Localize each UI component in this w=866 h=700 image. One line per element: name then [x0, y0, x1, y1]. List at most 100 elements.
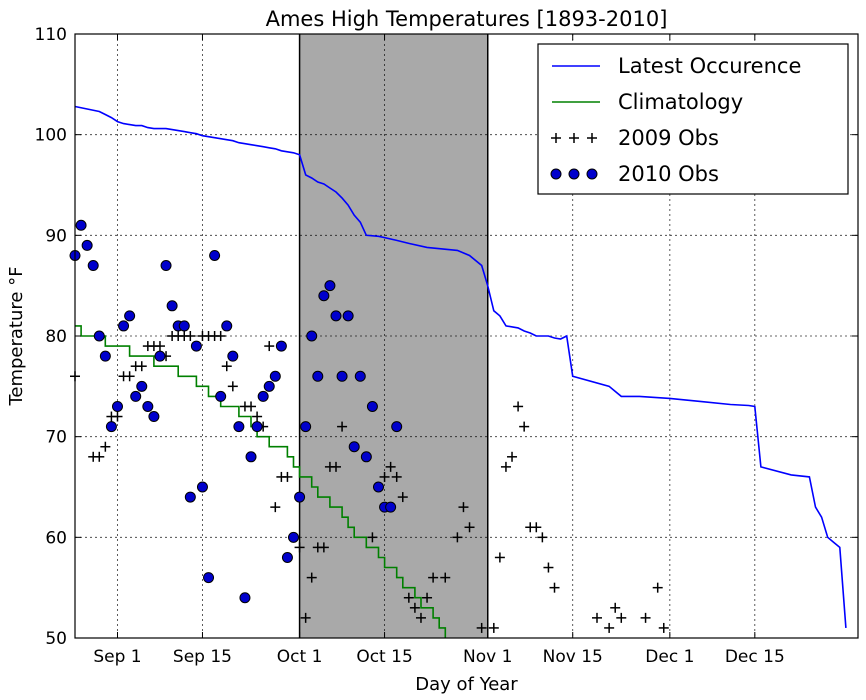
obs-2010-point	[154, 350, 166, 362]
obs-2010-point	[190, 340, 202, 352]
legend-entry: Climatology	[552, 90, 743, 114]
obs-2010-point	[148, 411, 160, 423]
obs-2010-point	[342, 310, 354, 322]
x-tick-label: Sep 1	[93, 647, 141, 667]
y-tick-label: 70	[45, 428, 67, 448]
obs-2009-point	[464, 522, 475, 533]
obs-2010-point	[281, 551, 293, 563]
obs-2009-point	[500, 461, 511, 472]
obs-2009-point	[270, 502, 281, 513]
legend-entry: Latest Occurence	[552, 54, 801, 78]
obs-2010-point	[354, 370, 366, 382]
obs-2009-point	[513, 401, 524, 412]
obs-2009-point	[282, 471, 293, 482]
obs-2010-point	[360, 451, 372, 463]
obs-2010-point	[118, 320, 130, 332]
obs-2009-point	[549, 582, 560, 593]
x-tick-label: Dec 15	[725, 647, 785, 667]
obs-2010-point	[166, 300, 178, 312]
obs-2010-point	[300, 421, 312, 433]
obs-2010-point	[324, 280, 336, 292]
obs-2009-point	[519, 421, 530, 432]
y-tick-label: 80	[45, 327, 67, 347]
obs-2009-point	[252, 411, 263, 422]
obs-2010-point	[142, 400, 154, 412]
obs-2010-point	[196, 481, 208, 493]
obs-2010-point	[87, 260, 99, 272]
obs-2010-point	[124, 310, 136, 322]
x-axis-label: Day of Year	[415, 674, 518, 695]
obs-2009-point	[246, 401, 257, 412]
obs-2010-point	[306, 330, 318, 342]
obs-2009-point	[331, 461, 341, 472]
obs-2009-point	[409, 602, 420, 613]
obs-2010-point	[81, 239, 93, 251]
obs-2010-point	[312, 370, 324, 382]
obs-2010-point	[251, 421, 263, 433]
obs-2010-point	[318, 290, 330, 302]
obs-2009-point	[531, 522, 542, 533]
obs-2010-point	[184, 491, 196, 503]
obs-2010-point	[111, 400, 123, 412]
obs-2009-point	[385, 461, 396, 472]
obs-2009-point	[415, 612, 426, 623]
obs-2009-point	[154, 341, 165, 352]
obs-2010-point	[239, 592, 251, 604]
obs-2010-point	[178, 320, 190, 332]
obs-2009-point	[507, 451, 518, 462]
obs-2010-point	[93, 330, 105, 342]
obs-2010-point	[221, 320, 233, 332]
obs-2009-point	[488, 622, 499, 633]
y-tick-label: 110	[35, 25, 67, 45]
legend-circle-marker	[586, 168, 598, 180]
obs-2010-point	[385, 501, 397, 513]
obs-2010-point	[288, 531, 300, 543]
obs-2009-point	[379, 471, 390, 482]
obs-2010-point	[263, 380, 275, 392]
obs-2009-point	[452, 532, 463, 543]
obs-2010-point	[203, 572, 215, 584]
legend-entry: 2009 Obs	[551, 126, 719, 150]
x-tick-label: Dec 1	[645, 647, 694, 667]
obs-2009-point	[100, 441, 111, 452]
legend-circle-marker	[550, 168, 562, 180]
obs-2010-point	[75, 219, 87, 231]
obs-2010-point	[336, 370, 348, 382]
obs-2010-point	[269, 370, 281, 382]
obs-2009-point	[264, 341, 275, 352]
axis-layer: 50 60 70 80 90 100 110 Sep 1 Sep 15 Oct 1 Oct 15 No…	[35, 25, 858, 667]
obs-2009-point	[124, 371, 135, 382]
y-tick-label: 60	[45, 528, 67, 548]
obs-2009-point	[537, 532, 548, 543]
obs-2010-point	[233, 421, 245, 433]
series-layer	[69, 105, 847, 638]
x-tick-label: Nov 1	[463, 647, 512, 667]
y-tick-label: 50	[45, 629, 67, 649]
obs-2010-point	[348, 441, 360, 453]
y-axis-label: Temperature °F	[6, 266, 27, 406]
x-tick-label: Oct 1	[277, 647, 323, 667]
legend-label: 2009 Obs	[618, 126, 719, 150]
obs-2009-point	[294, 542, 305, 553]
obs-2010-point	[294, 491, 306, 503]
obs-2010-point	[227, 350, 239, 362]
obs-2009-point	[318, 542, 329, 553]
obs-2010-point	[105, 421, 117, 433]
x-tick-label: Sep 15	[173, 647, 232, 667]
obs-2009-point	[112, 411, 123, 422]
legend-entry: 2010 Obs	[550, 162, 719, 186]
obs-2010-point	[209, 249, 221, 261]
legend: Latest Occurence Climatology 2009 Obs 2010 …	[537, 43, 849, 195]
legend-label: Climatology	[618, 90, 743, 114]
obs-2010-point	[99, 350, 111, 362]
obs-2009-point	[215, 331, 226, 341]
obs-2010-point	[245, 451, 257, 463]
legend-label: Latest Occurence	[618, 54, 801, 78]
obs-2009-point	[592, 612, 602, 623]
latest-occurence-line	[74, 105, 847, 628]
obs-2009-point	[616, 612, 627, 623]
obs-2009-point	[136, 361, 147, 372]
chart-title: Ames High Temperatures [1893-2010]	[266, 7, 668, 31]
y-tick-label: 90	[45, 226, 67, 246]
